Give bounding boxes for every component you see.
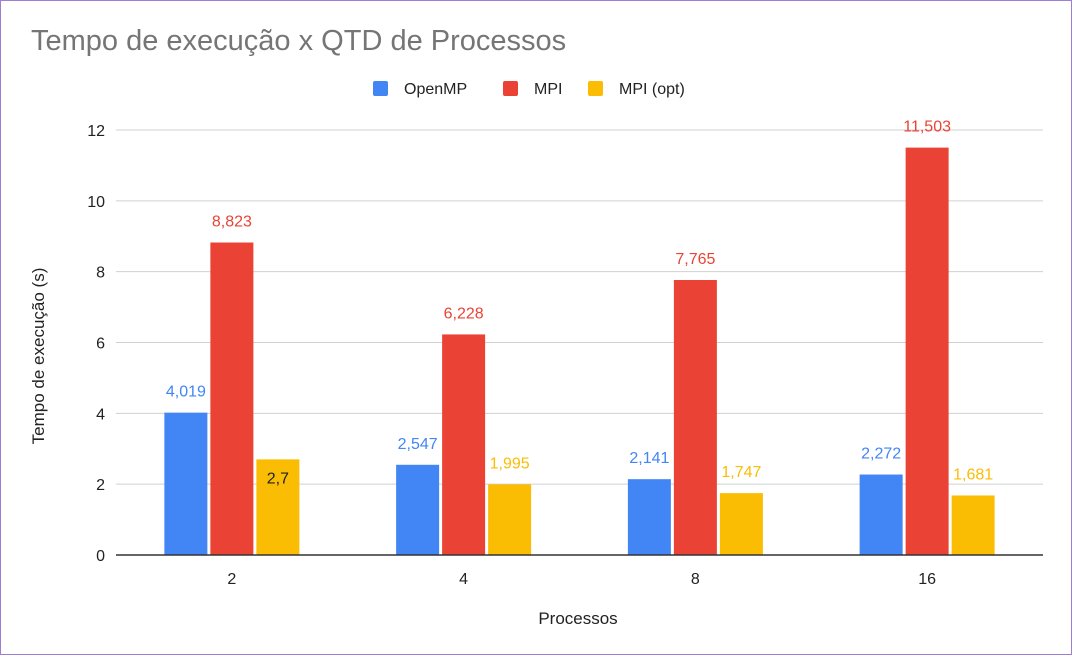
legend-label: OpenMP: [404, 81, 467, 98]
chart-title: Tempo de execução x QTD de Processos: [31, 25, 567, 57]
data-label: 8,823: [212, 214, 252, 231]
y-tick-label: 8: [96, 265, 105, 282]
data-label: 1,681: [953, 466, 993, 483]
data-label: 1,995: [490, 455, 530, 472]
y-tick-label: 12: [87, 123, 105, 140]
axes: 0 2 4 6 8 10 12 2 4 8 16: [87, 123, 1043, 588]
y-tick-label: 6: [96, 336, 105, 353]
y-tick-label: 2: [96, 477, 105, 494]
legend: OpenMP MPI MPI (opt): [373, 81, 685, 98]
data-label: 7,765: [675, 251, 715, 268]
bar-mpi-4: [442, 334, 486, 555]
data-label: 4,019: [166, 384, 206, 401]
legend-label: MPI: [534, 81, 562, 98]
bar-openmp-2: [164, 412, 208, 555]
bar-mpi-opt-16: [951, 495, 995, 555]
data-label: 2,141: [629, 450, 669, 467]
bar-mpi-2: [210, 242, 254, 556]
data-label: 11,503: [903, 119, 951, 136]
bar-mpi-opt-8: [719, 493, 763, 555]
data-label: 2,7: [267, 470, 289, 487]
bar-mpi-opt-4: [488, 484, 532, 555]
legend-swatch: [588, 81, 603, 96]
data-label: 6,228: [444, 305, 484, 322]
legend-swatch: [503, 81, 518, 96]
bar-openmp-8: [627, 479, 671, 555]
legend-swatch: [373, 81, 388, 96]
y-axis-title: Tempo de execução (s): [29, 268, 48, 445]
bars: [164, 147, 995, 556]
data-labels: 4,019 8,823 2,7 2,547 6,228 1,995 2,141 7,765 1,…: [166, 119, 993, 488]
x-tick-label: 8: [691, 571, 700, 588]
data-label: 2,547: [398, 436, 438, 453]
data-label: 1,747: [721, 464, 761, 481]
x-tick-label: 4: [459, 571, 468, 588]
x-axis-title: Processos: [538, 609, 617, 628]
y-tick-label: 10: [87, 194, 105, 211]
x-tick-label: 16: [918, 571, 936, 588]
data-label: 2,272: [861, 446, 901, 463]
y-tick-label: 4: [96, 406, 105, 423]
y-tick-label: 0: [96, 548, 105, 565]
grid-lines: [116, 129, 1043, 485]
bar-mpi-16: [905, 147, 949, 555]
bar-mpi-8: [673, 279, 717, 555]
legend-label: MPI (opt): [619, 81, 685, 98]
bar-openmp-16: [859, 474, 903, 555]
bar-openmp-4: [396, 464, 440, 555]
bar-mpi-opt-2: [256, 459, 300, 555]
x-tick-label: 2: [227, 571, 236, 588]
